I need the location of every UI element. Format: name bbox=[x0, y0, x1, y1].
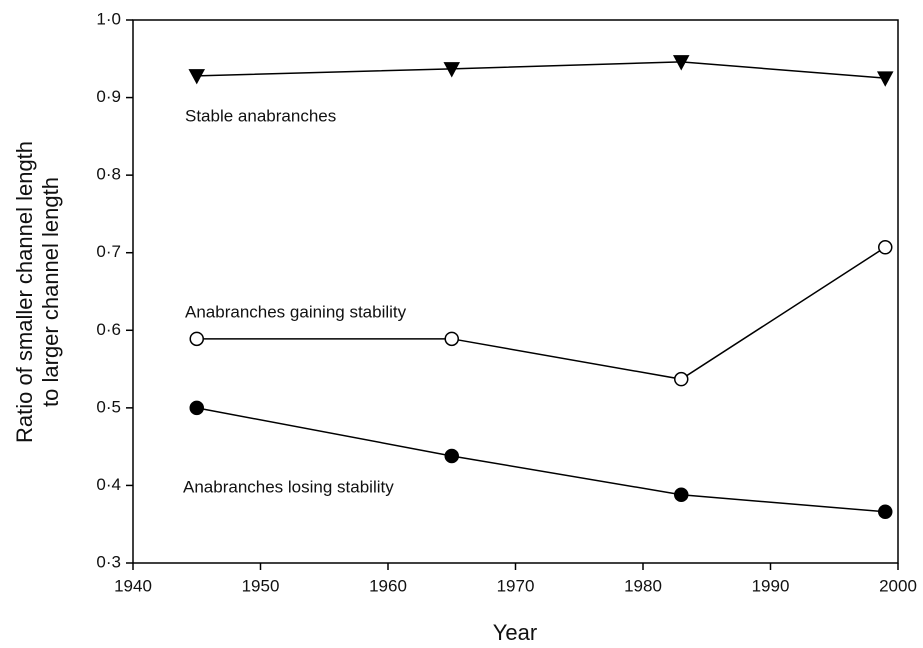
y-tick-label: 0·6 bbox=[96, 320, 121, 339]
series-label: Stable anabranches bbox=[185, 106, 336, 125]
series-label: Anabranches losing stability bbox=[183, 477, 394, 496]
marker bbox=[674, 371, 689, 387]
marker bbox=[878, 504, 893, 520]
x-tick-label: 1940 bbox=[114, 576, 152, 595]
y-tick-label: 0·4 bbox=[96, 475, 121, 494]
marker bbox=[878, 240, 893, 255]
x-tick-label: 1970 bbox=[497, 576, 535, 595]
y-tick-label: 0·5 bbox=[96, 397, 121, 416]
x-tick-label: 1950 bbox=[242, 576, 280, 595]
x-tick-label: 2000 bbox=[879, 576, 917, 595]
marker bbox=[672, 55, 690, 71]
y-tick-label: 1·0 bbox=[96, 9, 121, 28]
marker bbox=[444, 448, 459, 464]
series-line bbox=[196, 61, 886, 79]
marker bbox=[443, 62, 461, 78]
series-line bbox=[196, 246, 886, 380]
series-line bbox=[196, 407, 886, 513]
marker bbox=[674, 487, 689, 502]
x-tick-label: 1960 bbox=[369, 576, 407, 595]
marker bbox=[444, 331, 459, 347]
marker bbox=[189, 400, 204, 416]
y-axis-title: to larger channel length bbox=[38, 177, 63, 407]
y-tick-label: 0·7 bbox=[96, 242, 121, 261]
y-axis-title: Ratio of smaller channel length bbox=[12, 141, 37, 443]
y-tick-label: 0·8 bbox=[96, 165, 121, 184]
x-tick-label: 1980 bbox=[624, 576, 662, 595]
marker bbox=[189, 331, 204, 347]
x-tick-label: 1990 bbox=[752, 576, 790, 595]
marker bbox=[876, 71, 894, 87]
series-label: Anabranches gaining stability bbox=[185, 302, 407, 321]
y-tick-label: 0·3 bbox=[96, 552, 121, 571]
y-tick-label: 0·9 bbox=[96, 87, 121, 106]
x-axis-title: Year bbox=[493, 620, 537, 645]
marker bbox=[188, 69, 206, 85]
